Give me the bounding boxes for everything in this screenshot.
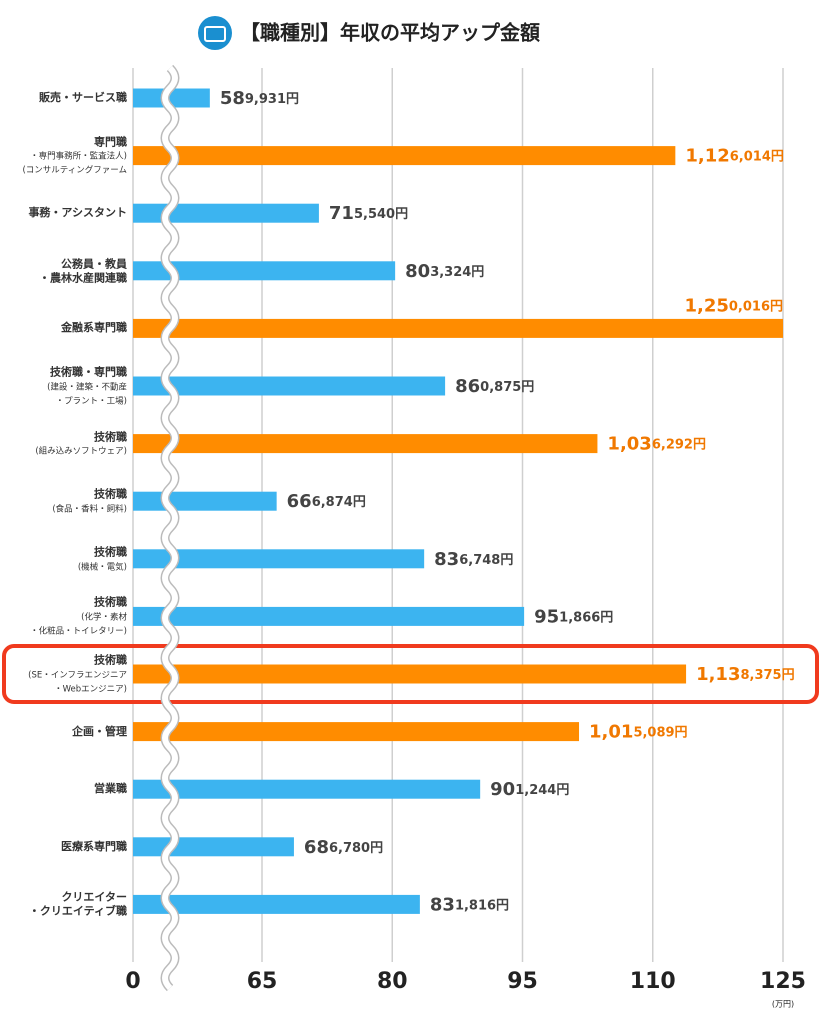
value-label: 803,324円 [405,261,484,282]
y-tick-label: 営業職 [94,782,127,796]
chart-title: 【職種別】年収の平均アップ金額 [240,21,540,45]
bar [133,549,425,569]
x-tick-label: 65 [247,969,278,994]
y-tick-label: 医療系専門職 [61,839,127,853]
y-tick-label: 技術職・専門職 (建設・建築・不動産 ・プラント・工場) [47,365,127,406]
y-tick-label: 技術職 (機械・電気) [77,545,127,572]
bar [133,434,598,454]
title-icon [198,16,232,50]
title-icon-bag [204,26,226,42]
value-label: 1,138,375円 [696,664,795,685]
value-label: 836,748円 [434,549,513,570]
y-tick-label: 金融系専門職 [61,321,127,335]
bar [133,88,210,108]
bar [133,837,294,857]
bar [133,491,277,511]
y-tick-label: 事務・アシスタント [28,206,127,220]
y-tick-label: 技術職 (SE・インフラエンジニア ・Webエンジニア) [28,653,127,694]
y-tick-label: 販売・サービス職 [39,91,127,105]
value-label: 1,036,292円 [607,434,706,455]
bar [133,664,687,684]
bar [133,722,580,742]
y-tick-label: 専門職 ・専門事務所・監査法人) (コンサルティングファーム [22,134,127,176]
bar [133,894,420,914]
x-tick-label: 80 [377,969,408,994]
bar [133,146,676,166]
y-tick-label: 技術職 (組み込みソフトウェア) [35,429,127,457]
value-label: 1,250,016円 [684,295,783,316]
x-tick-label: 125 [760,969,806,994]
x-tick-label: 95 [507,969,538,994]
bar [133,376,446,396]
value-label: 951,866円 [534,606,613,627]
highlight-box [2,644,819,704]
x-tick-label: 0 [125,969,140,994]
y-tick-label: 公務員・教員 ・農林水産関連職 [39,257,127,284]
value-label: 715,540円 [329,203,408,224]
y-tick-label: 技術職 (化学・素材 ・化粧品・トイレタリー) [30,595,127,637]
bar [133,261,396,281]
value-label: 831,816円 [430,894,509,915]
y-tick-label: 企画・管理 [72,724,127,738]
value-label: 686,780円 [304,837,383,858]
bar [133,203,319,223]
value-label: 1,126,014円 [685,146,784,167]
bar [133,779,481,799]
bar [133,318,784,338]
value-label: 589,931円 [220,88,299,109]
bar [133,606,525,626]
x-unit: (万円) [772,1000,794,1009]
axis-break [162,65,178,991]
x-tick-label: 110 [630,969,676,994]
value-label: 666,874円 [287,491,366,512]
y-tick-label: クリエイター ・クリエイティブ職 [28,890,127,918]
y-tick-label: 技術職 (食品・香料・飼料) [52,487,127,515]
value-label: 860,875円 [455,376,534,397]
value-label: 901,244円 [490,779,569,800]
value-label: 1,015,089円 [589,722,688,743]
